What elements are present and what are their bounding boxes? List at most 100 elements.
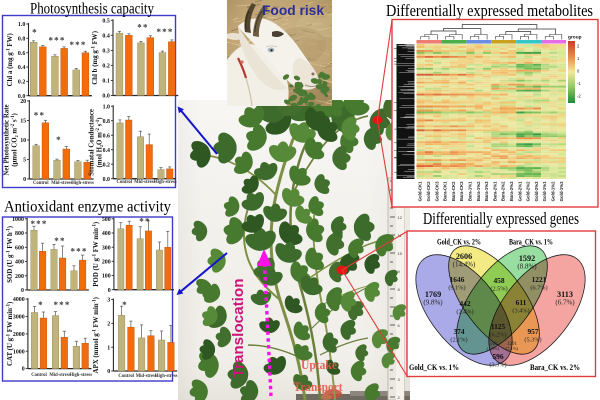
svg-text:*: * [32, 28, 38, 38]
svg-text:Bara-1%1: Bara-1%1 [468, 181, 473, 201]
svg-text:400: 400 [102, 231, 111, 237]
svg-text:(9.8%): (9.8%) [423, 299, 443, 307]
svg-text:**: ** [139, 217, 150, 227]
svg-text:1769: 1769 [425, 290, 441, 299]
svg-text:1000: 1000 [12, 217, 24, 223]
svg-text:596: 596 [492, 352, 503, 361]
svg-text:0.2: 0.2 [103, 162, 110, 168]
svg-text:12: 12 [398, 215, 403, 220]
svg-text:6: 6 [398, 323, 401, 328]
svg-text:2: 2 [107, 321, 110, 327]
svg-text:200: 200 [102, 259, 111, 265]
svg-text:Gold-CK2: Gold-CK2 [426, 181, 431, 201]
svg-text:957: 957 [527, 327, 538, 336]
svg-text:3: 3 [398, 377, 401, 382]
svg-text:0: 0 [108, 288, 111, 294]
svg-text:2606: 2606 [456, 252, 472, 261]
svg-text:1592: 1592 [519, 254, 535, 263]
svg-text:Bara_CK vs. 2%: Bara_CK vs. 2% [530, 362, 580, 372]
svg-text:High-stress: High-stress [71, 181, 94, 186]
svg-text:Transport: Transport [294, 380, 344, 394]
svg-text:8: 8 [398, 287, 401, 292]
svg-text:3113: 3113 [557, 290, 573, 299]
svg-text:Bara-CK1: Bara-CK1 [443, 181, 448, 201]
svg-text:Control: Control [118, 374, 134, 379]
svg-text:(9.1%): (9.1%) [448, 285, 465, 292]
svg-text:(8.8%): (8.8%) [517, 263, 537, 271]
svg-text:***: *** [69, 40, 86, 50]
svg-text:0: 0 [22, 367, 25, 373]
svg-text:(2.5%): (2.5%) [490, 286, 507, 293]
svg-text:0.6: 0.6 [103, 133, 110, 139]
svg-text:***: *** [156, 27, 173, 37]
svg-text:2000: 2000 [13, 332, 25, 338]
svg-text:POD (U g-1 FW min-1): POD (U g-1 FW min-1) [93, 222, 100, 287]
svg-text:Net Photosynthetic Rate: Net Photosynthetic Rate [4, 104, 11, 175]
svg-text:SOD (U g-1 FW h-1): SOD (U g-1 FW h-1) [7, 226, 14, 283]
svg-text:0.8: 0.8 [18, 36, 25, 42]
svg-text:Differentially expressed metab: Differentially expressed metabolites [386, 1, 593, 20]
svg-text:0.1: 0.1 [102, 79, 109, 85]
svg-text:0.0: 0.0 [102, 94, 109, 100]
svg-text:**: ** [34, 111, 45, 121]
svg-text:374: 374 [453, 327, 464, 336]
svg-text:***: *** [70, 247, 87, 257]
svg-text:Food risk: Food risk [262, 2, 324, 18]
svg-text:1291: 1291 [507, 342, 518, 347]
svg-text:400: 400 [15, 260, 24, 266]
svg-text:Gold-2%2: Gold-2%2 [526, 181, 531, 201]
svg-text:*: * [122, 300, 128, 310]
svg-text:***: *** [30, 219, 47, 229]
svg-text:Bara-2%1: Bara-2%1 [492, 181, 497, 201]
svg-text:(14.4%): (14.4%) [453, 261, 476, 269]
svg-text:Gold-CK3: Gold-CK3 [434, 181, 439, 201]
svg-text:0: 0 [107, 369, 110, 375]
svg-text:(7.1%): (7.1%) [506, 346, 519, 351]
svg-text:(2.1%): (2.1%) [450, 337, 467, 344]
svg-text:APX (mmol g-1 FW min-1): APX (mmol g-1 FW min-1) [93, 297, 100, 373]
svg-text:***: *** [53, 300, 70, 310]
svg-text:0.0: 0.0 [103, 177, 110, 183]
svg-text:(mol H₂O m-2 s-1): (mol H₂O m-2 s-1) [96, 117, 103, 167]
svg-text:5: 5 [23, 158, 26, 164]
svg-text:Control: Control [31, 373, 47, 378]
svg-text:(5.3%): (5.3%) [524, 337, 541, 344]
svg-text:1125: 1125 [491, 322, 506, 331]
svg-text:4000: 4000 [13, 297, 25, 303]
svg-text:100: 100 [102, 274, 111, 280]
svg-text:600: 600 [15, 245, 24, 251]
svg-text:200: 200 [15, 274, 24, 280]
svg-text:**: ** [54, 236, 65, 246]
svg-text:Mid-stress: Mid-stress [134, 180, 155, 185]
svg-text:Gold-2%1: Gold-2%1 [517, 181, 522, 201]
svg-text:500: 500 [102, 217, 111, 223]
svg-text:-2: -2 [577, 94, 581, 99]
svg-text:Chl b (mg g-1 FW): Chl b (mg g-1 FW) [92, 31, 99, 85]
svg-text:15: 15 [20, 119, 26, 125]
svg-text:(6.7%): (6.7%) [555, 299, 575, 307]
svg-text:Chl a (mg g-1 FW): Chl a (mg g-1 FW) [7, 33, 14, 86]
svg-text:(6.7%): (6.7%) [530, 285, 547, 292]
svg-text:High-stress: High-stress [155, 374, 178, 379]
svg-text:Mid-stress: Mid-stress [51, 181, 72, 186]
svg-text:***: *** [48, 36, 65, 46]
svg-text:611: 611 [516, 298, 527, 307]
svg-text:0.2: 0.2 [18, 80, 25, 86]
svg-text:1000: 1000 [13, 349, 25, 355]
svg-text:Antioxidant enzyme activity: Antioxidant enzyme activity [4, 199, 171, 216]
svg-text:(μmol CO₂ m-2 s-1): (μmol CO₂ m-2 s-1) [11, 113, 18, 167]
svg-text:1.0: 1.0 [103, 104, 110, 110]
svg-text:(1.9%): (1.9%) [487, 346, 500, 351]
svg-text:1221: 1221 [532, 275, 547, 284]
svg-text:Gold_CK vs. 2%: Gold_CK vs. 2% [437, 237, 481, 247]
svg-text:Bara-2%2: Bara-2%2 [501, 181, 506, 201]
svg-text:Gold-CK1: Gold-CK1 [418, 181, 423, 201]
svg-text:Differentially expressed genes: Differentially expressed genes [423, 209, 579, 228]
svg-text:Gold-2%3: Gold-2%3 [534, 181, 539, 201]
svg-text:0: 0 [577, 69, 580, 74]
svg-text:Uptake: Uptake [301, 358, 337, 372]
svg-text:Mid-stress: Mid-stress [49, 373, 70, 378]
svg-text:Control: Control [33, 181, 49, 186]
svg-text:Translocation: Translocation [231, 279, 247, 378]
svg-text:Gold-1%3: Gold-1%3 [559, 181, 564, 201]
